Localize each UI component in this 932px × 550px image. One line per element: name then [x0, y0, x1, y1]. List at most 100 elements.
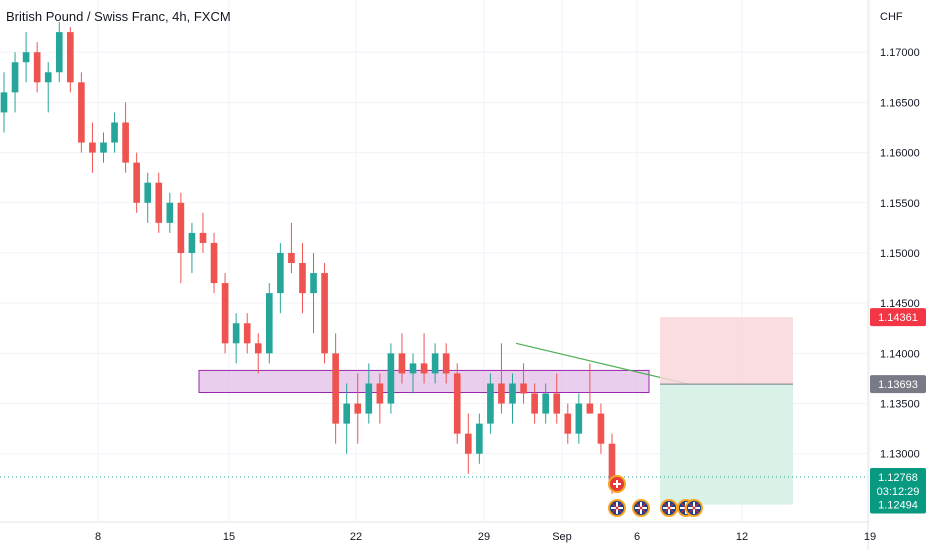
candle-body	[299, 263, 306, 294]
candle-body	[553, 393, 561, 414]
candle-body	[343, 403, 351, 424]
candle	[100, 132, 107, 163]
candle	[177, 192, 185, 284]
candle-body	[221, 283, 229, 344]
stop-price-badge-text: 1.14361	[878, 312, 918, 324]
candle-body	[33, 52, 41, 83]
candle-body	[199, 232, 207, 243]
candle	[188, 222, 196, 274]
x-tick-label: 12	[736, 531, 748, 543]
time-axis[interactable]: 8 15 22 29 Sep 6 12 19	[95, 531, 876, 543]
candle-body	[487, 383, 494, 424]
y-tick-label: 1.14000	[880, 348, 920, 360]
candle	[111, 112, 118, 153]
candle-body	[277, 252, 284, 294]
candle-body	[332, 353, 339, 424]
x-tick-label: 19	[864, 531, 876, 543]
chart-title: British Pound / Swiss Franc, 4h, FXCM	[6, 9, 231, 24]
candle-body	[597, 413, 605, 444]
swiss-flag-icon[interactable]	[608, 475, 626, 493]
uk-flag-icon[interactable]	[632, 499, 650, 517]
candle	[520, 363, 527, 404]
candle-body	[520, 383, 527, 394]
candle	[33, 42, 41, 93]
flag-diag-2	[611, 502, 623, 514]
candle-body	[564, 413, 572, 434]
candle	[575, 393, 583, 444]
candle	[487, 373, 494, 434]
candle	[55, 22, 63, 83]
candle	[299, 242, 306, 314]
candle-body	[265, 293, 273, 354]
candle	[420, 333, 428, 384]
entry-price-badge-text: 1.13693	[878, 379, 918, 391]
candle	[277, 242, 284, 314]
y-tick-label: 1.16000	[880, 148, 920, 160]
candle	[387, 343, 395, 414]
candle	[243, 313, 251, 354]
x-tick-label: 8	[95, 531, 101, 543]
candle-body	[55, 32, 63, 73]
candle	[398, 333, 406, 384]
uk-flag-icon[interactable]	[660, 499, 678, 517]
x-tick-label: 15	[223, 531, 235, 543]
candle	[254, 333, 262, 374]
candle-body	[89, 142, 96, 153]
currency-label: CHF	[880, 11, 903, 23]
candle	[509, 373, 516, 424]
candle-body	[210, 242, 218, 284]
flag-diag-2	[635, 502, 647, 514]
candle	[553, 373, 561, 424]
price-badges: 1.14361 1.13693 1.12768 03:12:29 1.12494	[870, 308, 926, 514]
candle	[44, 62, 52, 113]
candle-body	[442, 353, 450, 374]
candle-body	[310, 273, 317, 294]
candle	[166, 192, 174, 233]
candle	[376, 373, 384, 424]
entry-price-badge: 1.13693	[870, 375, 926, 394]
candle-body	[321, 273, 328, 354]
candle	[542, 383, 549, 424]
candle-body	[67, 32, 74, 83]
flag-diag-2	[663, 502, 675, 514]
candle-body	[498, 383, 505, 404]
flag-diag-2	[688, 502, 700, 514]
candle	[597, 403, 605, 454]
candle	[89, 122, 96, 173]
candle-body	[133, 162, 140, 203]
uk-flag-icon[interactable]	[685, 499, 703, 517]
y-tick-label: 1.15000	[880, 248, 920, 260]
candle-body	[365, 383, 373, 414]
candle-body	[420, 363, 428, 374]
candle	[288, 222, 295, 274]
candle-body	[531, 393, 538, 414]
x-tick-label: 22	[350, 531, 362, 543]
candle	[232, 313, 240, 364]
candle	[431, 343, 439, 384]
candles	[0, 22, 616, 494]
economic-events[interactable]	[608, 475, 703, 517]
last-price-badge-text: 1.12768	[878, 472, 918, 484]
y-tick-label: 1.16500	[880, 97, 920, 109]
candle-body	[44, 72, 52, 83]
candle	[442, 343, 450, 384]
candle	[144, 172, 152, 223]
candle-body	[453, 373, 461, 434]
candle-body	[254, 343, 262, 354]
uk-flag-icon[interactable]	[608, 499, 626, 517]
candle	[453, 363, 461, 444]
candle	[586, 363, 594, 414]
candle	[0, 72, 8, 133]
candle	[498, 343, 505, 414]
x-tick-label: 6	[634, 531, 640, 543]
candle-body	[288, 252, 295, 264]
candle-body	[22, 52, 30, 63]
y-tick-label: 1.17000	[880, 47, 920, 59]
candle	[155, 172, 163, 233]
candle	[310, 252, 317, 334]
swiss-cross-h	[613, 483, 621, 485]
price-axis[interactable]: 1.17000 1.16500 1.16000 1.15500 1.15000 1.145…	[880, 47, 920, 461]
candle-body	[188, 232, 196, 253]
candle	[22, 32, 30, 83]
